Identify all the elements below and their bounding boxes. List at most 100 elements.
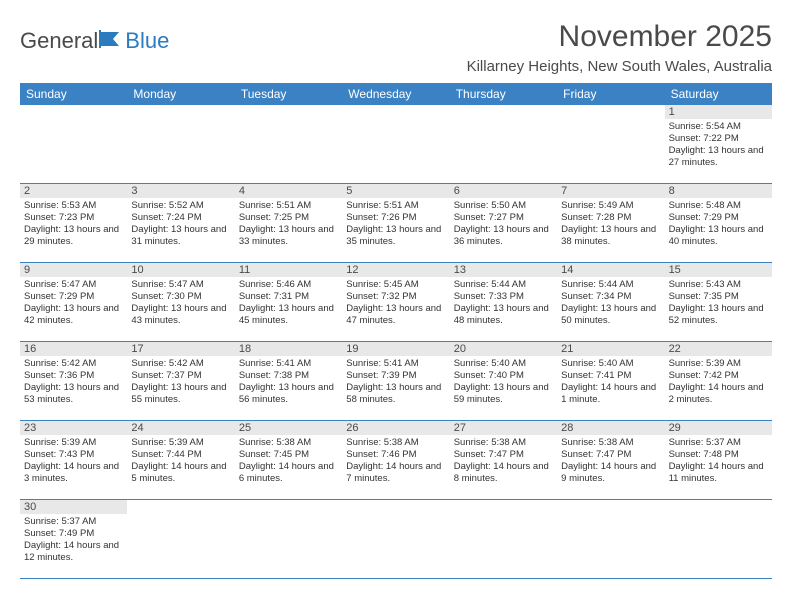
day-cell: Sunrise: 5:40 AMSunset: 7:40 PMDaylight:… bbox=[450, 356, 557, 420]
sunrise-line: Sunrise: 5:48 AM bbox=[669, 200, 768, 212]
day-number bbox=[450, 500, 557, 514]
sunset-line: Sunset: 7:32 PM bbox=[346, 291, 445, 303]
day-header: Wednesday bbox=[342, 83, 449, 105]
daylight-line: Daylight: 13 hours and 59 minutes. bbox=[454, 382, 553, 406]
sunset-line: Sunset: 7:24 PM bbox=[131, 212, 230, 224]
day-number: 7 bbox=[557, 184, 664, 198]
sunrise-line: Sunrise: 5:44 AM bbox=[454, 279, 553, 291]
daylight-line: Daylight: 14 hours and 12 minutes. bbox=[24, 540, 123, 564]
day-cell: Sunrise: 5:40 AMSunset: 7:41 PMDaylight:… bbox=[557, 356, 664, 420]
flag-icon bbox=[99, 28, 123, 54]
day-number: 13 bbox=[450, 263, 557, 277]
sunset-line: Sunset: 7:49 PM bbox=[24, 528, 123, 540]
day-number bbox=[235, 500, 342, 514]
daylight-line: Daylight: 14 hours and 11 minutes. bbox=[669, 461, 768, 485]
daylight-line: Daylight: 13 hours and 52 minutes. bbox=[669, 303, 768, 327]
day-number-row: 2345678 bbox=[20, 184, 772, 198]
week-row: Sunrise: 5:37 AMSunset: 7:49 PMDaylight:… bbox=[20, 514, 772, 579]
day-number: 27 bbox=[450, 421, 557, 435]
sunrise-line: Sunrise: 5:37 AM bbox=[669, 437, 768, 449]
day-cell: Sunrise: 5:39 AMSunset: 7:42 PMDaylight:… bbox=[665, 356, 772, 420]
daylight-line: Daylight: 13 hours and 33 minutes. bbox=[239, 224, 338, 248]
daylight-line: Daylight: 13 hours and 48 minutes. bbox=[454, 303, 553, 327]
day-number bbox=[127, 105, 234, 119]
header: General Blue November 2025 Killarney Hei… bbox=[20, 20, 772, 75]
daylight-line: Daylight: 13 hours and 43 minutes. bbox=[131, 303, 230, 327]
day-cell bbox=[127, 119, 234, 183]
day-number-row: 30 bbox=[20, 500, 772, 514]
sunrise-line: Sunrise: 5:42 AM bbox=[131, 358, 230, 370]
day-cell: Sunrise: 5:52 AMSunset: 7:24 PMDaylight:… bbox=[127, 198, 234, 262]
day-cell: Sunrise: 5:54 AMSunset: 7:22 PMDaylight:… bbox=[665, 119, 772, 183]
day-number bbox=[557, 500, 664, 514]
day-number: 29 bbox=[665, 421, 772, 435]
day-number bbox=[235, 105, 342, 119]
day-number: 15 bbox=[665, 263, 772, 277]
day-number: 4 bbox=[235, 184, 342, 198]
day-cell: Sunrise: 5:38 AMSunset: 7:46 PMDaylight:… bbox=[342, 435, 449, 499]
sunrise-line: Sunrise: 5:52 AM bbox=[131, 200, 230, 212]
sunset-line: Sunset: 7:28 PM bbox=[561, 212, 660, 224]
day-number: 3 bbox=[127, 184, 234, 198]
day-cell bbox=[20, 119, 127, 183]
sunset-line: Sunset: 7:36 PM bbox=[24, 370, 123, 382]
day-cell: Sunrise: 5:37 AMSunset: 7:48 PMDaylight:… bbox=[665, 435, 772, 499]
day-number-row: 16171819202122 bbox=[20, 342, 772, 356]
sunset-line: Sunset: 7:39 PM bbox=[346, 370, 445, 382]
daylight-line: Daylight: 14 hours and 9 minutes. bbox=[561, 461, 660, 485]
sunrise-line: Sunrise: 5:45 AM bbox=[346, 279, 445, 291]
calendar-body: 1Sunrise: 5:54 AMSunset: 7:22 PMDaylight… bbox=[20, 105, 772, 579]
sunset-line: Sunset: 7:42 PM bbox=[669, 370, 768, 382]
daylight-line: Daylight: 14 hours and 1 minute. bbox=[561, 382, 660, 406]
day-number: 19 bbox=[342, 342, 449, 356]
sunrise-line: Sunrise: 5:41 AM bbox=[346, 358, 445, 370]
day-cell bbox=[342, 514, 449, 578]
sunrise-line: Sunrise: 5:47 AM bbox=[24, 279, 123, 291]
day-cell bbox=[127, 514, 234, 578]
sunrise-line: Sunrise: 5:39 AM bbox=[24, 437, 123, 449]
sunset-line: Sunset: 7:40 PM bbox=[454, 370, 553, 382]
daylight-line: Daylight: 14 hours and 6 minutes. bbox=[239, 461, 338, 485]
daylight-line: Daylight: 13 hours and 47 minutes. bbox=[346, 303, 445, 327]
sunset-line: Sunset: 7:29 PM bbox=[669, 212, 768, 224]
daylight-line: Daylight: 14 hours and 5 minutes. bbox=[131, 461, 230, 485]
week-row: Sunrise: 5:47 AMSunset: 7:29 PMDaylight:… bbox=[20, 277, 772, 342]
daylight-line: Daylight: 14 hours and 7 minutes. bbox=[346, 461, 445, 485]
day-header: Sunday bbox=[20, 83, 127, 105]
day-cell: Sunrise: 5:39 AMSunset: 7:43 PMDaylight:… bbox=[20, 435, 127, 499]
sunset-line: Sunset: 7:48 PM bbox=[669, 449, 768, 461]
day-cell: Sunrise: 5:45 AMSunset: 7:32 PMDaylight:… bbox=[342, 277, 449, 341]
day-cell: Sunrise: 5:38 AMSunset: 7:47 PMDaylight:… bbox=[450, 435, 557, 499]
day-number-row: 9101112131415 bbox=[20, 263, 772, 277]
day-number: 2 bbox=[20, 184, 127, 198]
sunset-line: Sunset: 7:26 PM bbox=[346, 212, 445, 224]
day-number: 22 bbox=[665, 342, 772, 356]
day-cell: Sunrise: 5:44 AMSunset: 7:34 PMDaylight:… bbox=[557, 277, 664, 341]
sunrise-line: Sunrise: 5:49 AM bbox=[561, 200, 660, 212]
day-number: 28 bbox=[557, 421, 664, 435]
day-cell: Sunrise: 5:41 AMSunset: 7:39 PMDaylight:… bbox=[342, 356, 449, 420]
daylight-line: Daylight: 14 hours and 2 minutes. bbox=[669, 382, 768, 406]
week-row: Sunrise: 5:53 AMSunset: 7:23 PMDaylight:… bbox=[20, 198, 772, 263]
day-cell: Sunrise: 5:47 AMSunset: 7:29 PMDaylight:… bbox=[20, 277, 127, 341]
day-headers-row: SundayMondayTuesdayWednesdayThursdayFrid… bbox=[20, 83, 772, 105]
day-cell bbox=[557, 514, 664, 578]
sunset-line: Sunset: 7:30 PM bbox=[131, 291, 230, 303]
day-number: 26 bbox=[342, 421, 449, 435]
daylight-line: Daylight: 13 hours and 36 minutes. bbox=[454, 224, 553, 248]
daylight-line: Daylight: 13 hours and 58 minutes. bbox=[346, 382, 445, 406]
day-number: 6 bbox=[450, 184, 557, 198]
sunset-line: Sunset: 7:47 PM bbox=[454, 449, 553, 461]
sunrise-line: Sunrise: 5:39 AM bbox=[669, 358, 768, 370]
daylight-line: Daylight: 13 hours and 27 minutes. bbox=[669, 145, 768, 169]
location: Killarney Heights, New South Wales, Aust… bbox=[467, 58, 772, 75]
daylight-line: Daylight: 13 hours and 29 minutes. bbox=[24, 224, 123, 248]
day-number: 20 bbox=[450, 342, 557, 356]
sunset-line: Sunset: 7:31 PM bbox=[239, 291, 338, 303]
day-cell bbox=[450, 514, 557, 578]
sunset-line: Sunset: 7:34 PM bbox=[561, 291, 660, 303]
sunset-line: Sunset: 7:43 PM bbox=[24, 449, 123, 461]
sunrise-line: Sunrise: 5:38 AM bbox=[454, 437, 553, 449]
day-cell: Sunrise: 5:42 AMSunset: 7:36 PMDaylight:… bbox=[20, 356, 127, 420]
sunrise-line: Sunrise: 5:38 AM bbox=[346, 437, 445, 449]
